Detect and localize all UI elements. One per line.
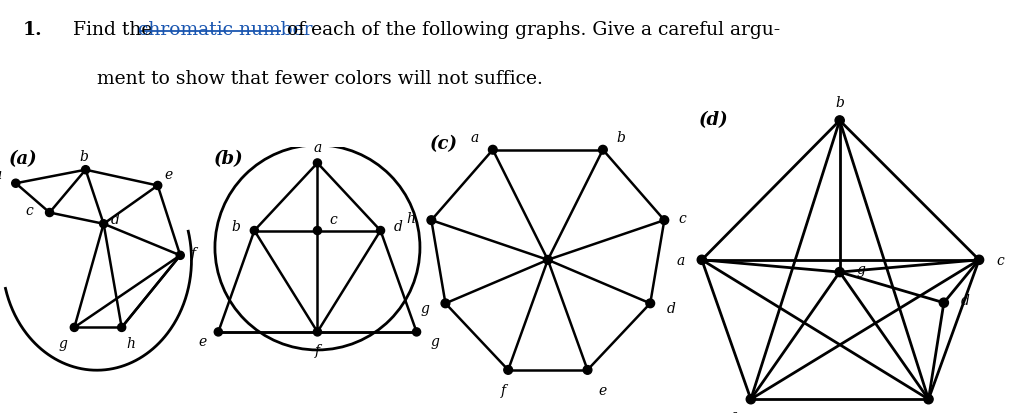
Circle shape	[214, 328, 222, 336]
Circle shape	[45, 209, 53, 217]
Text: (a): (a)	[9, 150, 38, 168]
Circle shape	[659, 216, 669, 225]
Text: e: e	[943, 411, 951, 413]
Circle shape	[746, 395, 756, 404]
Circle shape	[488, 146, 497, 155]
Text: chromatic number: chromatic number	[138, 21, 312, 39]
Text: g: g	[857, 262, 865, 276]
Text: b: b	[616, 131, 626, 145]
Text: d: d	[111, 213, 120, 227]
Text: Find the: Find the	[61, 21, 159, 39]
Circle shape	[176, 252, 184, 260]
Text: d: d	[961, 293, 970, 307]
Text: d: d	[667, 302, 675, 316]
Text: c: c	[26, 204, 33, 218]
Circle shape	[598, 146, 607, 155]
Circle shape	[377, 227, 385, 235]
Text: b: b	[231, 219, 241, 233]
Text: (b): (b)	[214, 150, 244, 168]
Text: d: d	[394, 219, 403, 233]
Circle shape	[697, 256, 707, 265]
Circle shape	[427, 216, 435, 225]
Circle shape	[250, 227, 258, 235]
Text: ment to show that fewer colors will not suffice.: ment to show that fewer colors will not …	[61, 69, 544, 87]
Text: 1.: 1.	[23, 21, 42, 39]
Text: a: a	[676, 253, 684, 267]
Circle shape	[504, 366, 512, 374]
Circle shape	[313, 227, 322, 235]
Text: g: g	[421, 302, 429, 316]
Text: f: f	[730, 411, 735, 413]
Circle shape	[82, 166, 90, 174]
Circle shape	[118, 323, 126, 332]
Text: f: f	[314, 343, 321, 357]
Text: f: f	[501, 383, 506, 397]
Text: b: b	[79, 150, 88, 164]
Circle shape	[836, 268, 844, 277]
Text: a: a	[0, 168, 2, 182]
Text: (c): (c)	[430, 135, 458, 153]
Text: e: e	[165, 168, 173, 182]
Text: g: g	[430, 334, 439, 348]
Circle shape	[313, 328, 322, 336]
Circle shape	[99, 220, 108, 228]
Circle shape	[11, 180, 19, 188]
Circle shape	[646, 299, 654, 308]
Circle shape	[313, 159, 322, 168]
Text: f: f	[191, 247, 197, 261]
Text: e: e	[199, 334, 207, 348]
Circle shape	[71, 323, 79, 332]
Circle shape	[939, 298, 948, 308]
Circle shape	[924, 395, 933, 404]
Text: a: a	[471, 131, 479, 145]
Circle shape	[154, 182, 162, 190]
Circle shape	[544, 256, 552, 265]
Circle shape	[584, 366, 592, 374]
Text: c: c	[330, 213, 337, 227]
Text: h: h	[407, 211, 416, 225]
Text: (d): (d)	[698, 110, 728, 128]
Text: b: b	[836, 96, 844, 110]
Text: h: h	[126, 336, 135, 350]
Circle shape	[836, 116, 844, 126]
Text: a: a	[313, 141, 322, 155]
Circle shape	[441, 299, 450, 308]
Circle shape	[413, 328, 421, 336]
Text: c: c	[996, 253, 1005, 267]
Circle shape	[975, 256, 984, 265]
Text: of each of the following graphs. Give a careful argu-: of each of the following graphs. Give a …	[281, 21, 780, 39]
Text: c: c	[678, 211, 686, 225]
Text: g: g	[58, 336, 68, 350]
Text: e: e	[599, 383, 607, 397]
